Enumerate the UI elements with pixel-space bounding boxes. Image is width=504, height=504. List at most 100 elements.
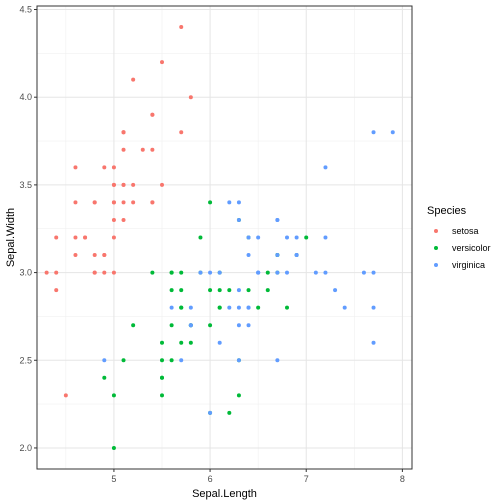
- point-virginica: [236, 358, 241, 363]
- point-virginica: [275, 253, 280, 258]
- point-versicolor: [160, 393, 164, 398]
- x-tick-label: 6: [208, 474, 213, 484]
- point-versicolor: [169, 288, 174, 293]
- point-versicolor: [169, 270, 174, 275]
- grid-lines: [37, 6, 412, 469]
- point-versicolor: [208, 288, 213, 293]
- point-virginica: [285, 235, 289, 240]
- point-virginica: [256, 270, 261, 275]
- point-versicolor: [246, 288, 251, 293]
- point-versicolor: [179, 270, 184, 275]
- point-setosa: [121, 200, 126, 205]
- point-versicolor: [227, 410, 232, 415]
- point-versicolor: [198, 235, 203, 240]
- point-virginica: [371, 340, 376, 345]
- point-virginica: [323, 165, 328, 170]
- point-setosa: [121, 217, 126, 222]
- point-setosa: [150, 112, 155, 117]
- point-virginica: [342, 305, 347, 310]
- point-setosa: [150, 200, 155, 205]
- point-virginica: [236, 323, 241, 328]
- point-setosa: [73, 253, 78, 258]
- point-versicolor: [111, 445, 116, 450]
- panel-border: [36, 5, 413, 470]
- point-virginica: [333, 288, 338, 293]
- point-virginica: [294, 235, 299, 240]
- point-virginica: [208, 410, 213, 415]
- point-virginica: [285, 270, 289, 275]
- point-setosa: [102, 270, 107, 275]
- point-virginica: [275, 217, 280, 222]
- legend-key-versicolor: [434, 246, 438, 250]
- legend-label-setosa: setosa: [452, 226, 479, 236]
- point-virginica: [217, 340, 222, 345]
- point-versicolor: [169, 323, 174, 328]
- point-setosa: [179, 130, 184, 135]
- point-versicolor: [208, 323, 213, 328]
- point-virginica: [275, 270, 280, 275]
- point-setosa: [83, 235, 88, 240]
- point-setosa: [111, 235, 116, 240]
- point-virginica: [275, 358, 280, 363]
- point-versicolor: [160, 375, 164, 380]
- point-virginica: [208, 270, 213, 275]
- point-setosa: [150, 147, 155, 152]
- y-axis-title: Sepal.Width: [5, 208, 17, 267]
- point-versicolor: [265, 288, 270, 293]
- point-versicolor: [188, 340, 193, 345]
- point-setosa: [102, 165, 107, 170]
- point-versicolor: [236, 393, 241, 398]
- point-virginica: [227, 305, 232, 310]
- point-virginica: [179, 358, 184, 363]
- point-setosa: [54, 235, 59, 240]
- point-versicolor: [121, 358, 126, 363]
- point-versicolor: [285, 305, 289, 310]
- x-axis-title: Sepal.Length: [192, 488, 257, 500]
- point-setosa: [121, 147, 126, 152]
- point-setosa: [73, 165, 78, 170]
- x-tick-label: 8: [400, 474, 405, 484]
- point-versicolor: [169, 358, 174, 363]
- point-virginica: [371, 305, 376, 310]
- point-versicolor: [150, 270, 155, 275]
- point-virginica: [256, 235, 261, 240]
- point-setosa: [111, 182, 116, 187]
- point-virginica: [294, 253, 299, 258]
- point-virginica: [198, 270, 203, 275]
- point-setosa: [179, 25, 184, 30]
- legend-key-setosa: [434, 229, 438, 233]
- point-virginica: [169, 305, 174, 310]
- point-setosa: [92, 253, 97, 258]
- point-versicolor: [304, 235, 309, 240]
- point-virginica: [246, 235, 251, 240]
- legend-label-virginica: virginica: [452, 260, 485, 270]
- point-setosa: [111, 217, 116, 222]
- y-tick-label: 3.0: [19, 268, 32, 278]
- point-virginica: [371, 270, 376, 275]
- point-virginica: [188, 323, 193, 328]
- point-setosa: [54, 288, 59, 293]
- point-virginica: [102, 358, 107, 363]
- point-versicolor: [265, 270, 270, 275]
- point-versicolor: [102, 375, 107, 380]
- point-setosa: [160, 60, 164, 65]
- point-setosa: [121, 130, 126, 135]
- point-versicolor: [217, 288, 222, 293]
- y-tick-label: 3.5: [19, 180, 32, 190]
- point-virginica: [236, 288, 241, 293]
- x-tick-label: 5: [111, 474, 116, 484]
- point-versicolor: [256, 305, 261, 310]
- point-setosa: [131, 200, 136, 205]
- legend-key-virginica: [434, 263, 438, 267]
- y-tick-label: 4.5: [19, 5, 32, 15]
- point-setosa: [121, 182, 126, 187]
- point-virginica: [236, 305, 241, 310]
- axis-ticks: 5 6 7 8 2.0 2.5 3.0 3.5 4.0 4.5: [19, 5, 404, 484]
- y-tick-label: 2.0: [19, 443, 32, 453]
- point-virginica: [371, 130, 376, 135]
- point-virginica: [323, 235, 328, 240]
- point-versicolor: [160, 358, 164, 363]
- point-virginica: [313, 270, 318, 275]
- point-virginica: [236, 200, 241, 205]
